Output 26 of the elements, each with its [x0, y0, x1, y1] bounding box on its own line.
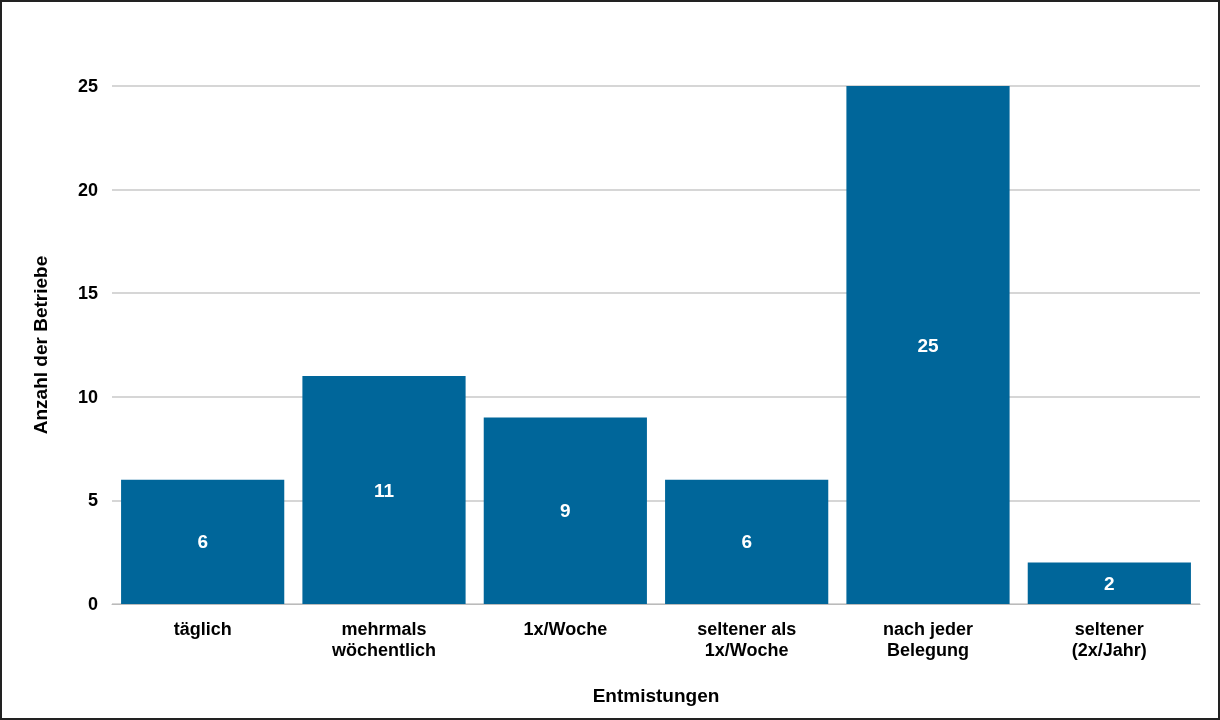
x-tick-label: seltener (2x/Jahr)	[1071, 618, 1147, 660]
y-tick-label: 20	[77, 179, 98, 200]
data-label: 11	[373, 479, 395, 501]
bar	[483, 417, 647, 604]
y-tick-label: 25	[77, 76, 98, 96]
data-label: 6	[741, 531, 752, 553]
x-tick-label: täglich	[173, 618, 232, 639]
data-label: 6	[197, 531, 208, 553]
bar	[121, 479, 285, 604]
bar	[665, 479, 829, 604]
x-tick-label: seltener als 1x/Woche	[697, 618, 797, 660]
y-tick-label: 10	[77, 386, 98, 407]
y-axis-title: Anzahl der Betriebe	[30, 255, 51, 435]
y-tick-label: 15	[77, 283, 98, 304]
data-label: 9	[560, 500, 571, 522]
y-tick-label: 0	[87, 594, 98, 614]
x-tick-label: 1x/Woche	[523, 618, 608, 639]
bar	[302, 376, 466, 604]
x-tick-label: mehrmals wöchentlich	[330, 618, 437, 660]
y-tick-label: 5	[87, 490, 98, 511]
data-label: 25	[917, 334, 939, 356]
x-tick-label: nach jeder Belegung	[882, 618, 974, 660]
x-axis-title: Entmistungen	[592, 685, 720, 706]
bar	[1027, 562, 1191, 604]
bar	[846, 86, 1010, 604]
data-label: 2	[1104, 572, 1115, 594]
